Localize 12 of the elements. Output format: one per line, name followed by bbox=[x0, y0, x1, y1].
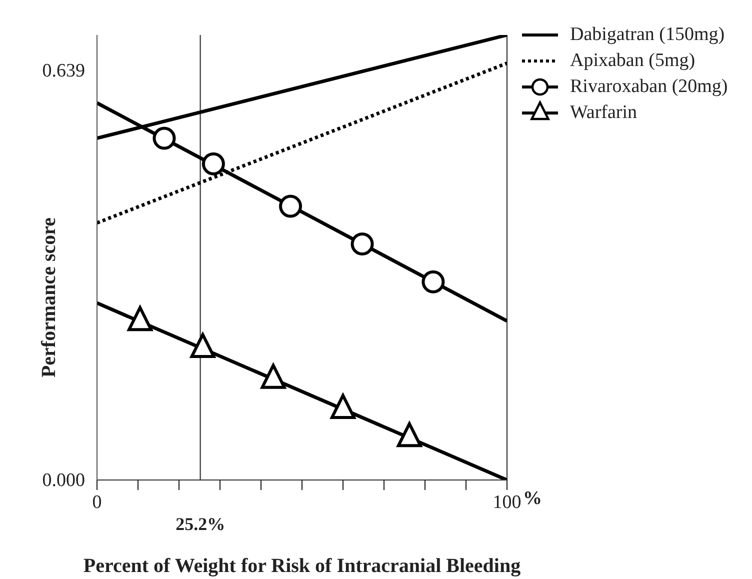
legend-label: Dabigatran (150mg) bbox=[570, 24, 725, 46]
legend-label: Apixaban (5mg) bbox=[570, 50, 696, 72]
text: % bbox=[523, 488, 542, 510]
y-axis-title: Performance score bbox=[38, 217, 60, 378]
y-tick-label: 0.639 bbox=[42, 60, 85, 82]
legend-label: Rivaroxaban (20mg) bbox=[570, 76, 728, 98]
legend-label: Warfarin bbox=[570, 102, 638, 124]
x-tick-label: 0 bbox=[92, 492, 102, 513]
y-tick-label: 0.000 bbox=[42, 470, 85, 491]
ref-line-label: 25.2% bbox=[176, 514, 226, 534]
x-axis-title: Percent of Weight for Risk of Intracranial Bleeding bbox=[83, 555, 521, 577]
x-tick-label: 100 bbox=[492, 492, 522, 513]
